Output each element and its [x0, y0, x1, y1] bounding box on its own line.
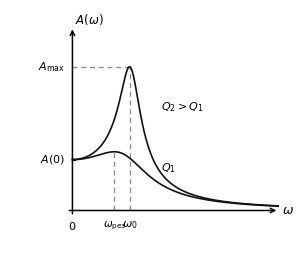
Text: $\omega_0$: $\omega_0$ [122, 220, 138, 231]
Text: $A(\omega)$: $A(\omega)$ [75, 12, 104, 27]
Text: $0$: $0$ [68, 220, 77, 232]
Text: Рис. 1.23: Рис. 1.23 [116, 240, 181, 253]
Text: $Q_1$: $Q_1$ [161, 161, 176, 175]
Text: $A_{\max}$: $A_{\max}$ [38, 60, 65, 74]
Text: $\omega_{\rm рез}$: $\omega_{\rm рез}$ [102, 220, 126, 232]
Text: $Q_2 > Q_1$: $Q_2 > Q_1$ [161, 100, 204, 114]
Text: $\omega$: $\omega$ [282, 204, 294, 217]
Text: $A(0)$: $A(0)$ [40, 153, 65, 166]
